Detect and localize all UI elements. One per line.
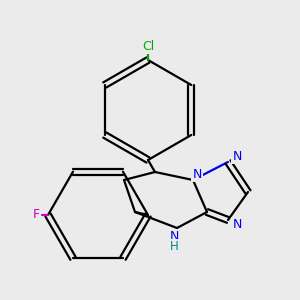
Text: H: H (169, 239, 178, 253)
Text: F: F (32, 208, 40, 221)
Text: Cl: Cl (142, 40, 154, 52)
Text: N: N (232, 218, 242, 230)
Text: N: N (232, 149, 242, 163)
Text: N: N (169, 230, 179, 242)
Text: N: N (192, 167, 202, 181)
